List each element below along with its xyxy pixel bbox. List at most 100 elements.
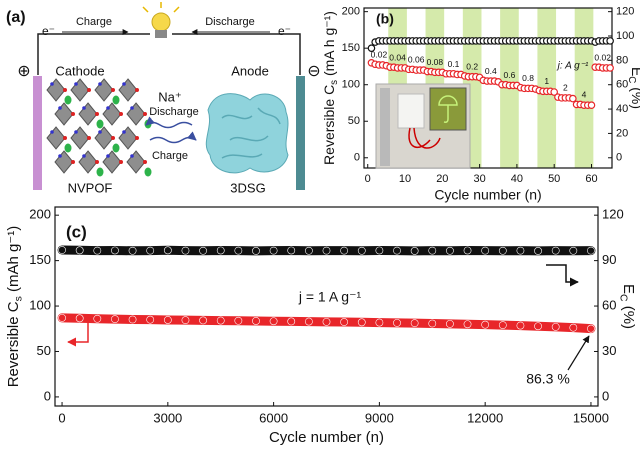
rate-band	[574, 8, 594, 168]
axis-label-sub: s	[329, 80, 340, 85]
positive-terminal: ⊕	[17, 63, 30, 80]
axis-label-sub: C	[626, 76, 637, 83]
data-point	[534, 247, 542, 255]
rate-label: 0.1	[448, 59, 460, 69]
electron-label: e⁻	[278, 24, 291, 38]
axis-label-sub: s	[12, 296, 24, 301]
x-tick-label: 0	[365, 173, 371, 185]
x-tick-label: 6000	[259, 410, 288, 425]
oxygen	[63, 88, 67, 92]
y-tick-label: 50	[37, 343, 51, 358]
octahedron	[118, 126, 138, 150]
oxygen	[95, 160, 99, 164]
data-point	[375, 246, 384, 255]
data-point	[304, 246, 313, 255]
x-tick-label: 15000	[573, 410, 609, 425]
data-point	[410, 319, 419, 328]
rate-label: 4	[582, 90, 587, 100]
oxygen	[135, 136, 139, 140]
data-point	[498, 321, 507, 330]
data-point	[569, 323, 578, 332]
annotation: 86.3 %	[526, 371, 570, 387]
y-tick-label: 150	[342, 42, 360, 54]
cathode-label: Cathode	[55, 63, 104, 78]
arrow	[149, 131, 197, 144]
bulb-base	[155, 30, 167, 38]
fluorine	[74, 82, 78, 86]
data-point	[75, 246, 84, 255]
data-point	[128, 246, 137, 255]
material-label: NVPOF	[68, 180, 113, 195]
fluorine	[106, 154, 110, 158]
data-point	[304, 317, 313, 326]
fluorine	[82, 154, 86, 158]
octahedron	[78, 102, 98, 126]
octahedron	[94, 126, 114, 150]
data-point	[252, 247, 260, 255]
anode-structure	[205, 93, 289, 174]
oxygen	[119, 160, 123, 164]
sodium	[112, 143, 120, 153]
plot-frame	[363, 7, 613, 169]
sodium	[112, 95, 120, 105]
x-tick-label: 10	[399, 173, 411, 185]
ruler	[380, 88, 390, 166]
cathode-collector	[33, 76, 42, 190]
y-tick-label: 0	[354, 152, 360, 164]
data-point	[287, 317, 296, 326]
x-tick-label: 40	[511, 173, 523, 185]
data-point	[446, 319, 454, 328]
y2-tick-label: 120	[616, 6, 634, 18]
y2-tick-label: 40	[616, 103, 628, 115]
data-point	[587, 324, 595, 333]
y-tick-label: 200	[29, 207, 51, 222]
octahedron	[46, 126, 66, 150]
data-point	[367, 44, 376, 52]
rate-label: 0.06	[408, 55, 425, 65]
fluorine	[74, 130, 78, 134]
rate-label: 2	[563, 83, 568, 93]
oxygen	[63, 136, 67, 140]
data-point	[393, 318, 401, 327]
octahedron	[54, 150, 74, 174]
fluorine	[98, 82, 102, 86]
ion-label: Na⁺	[158, 89, 181, 104]
anode-texture	[221, 107, 281, 159]
y-tick-label: 50	[348, 115, 360, 127]
wire	[37, 33, 301, 75]
data-point	[216, 316, 225, 325]
fluorine	[58, 106, 62, 110]
y2-tick-label: 60	[616, 79, 628, 91]
y-tick-label: 100	[342, 79, 360, 91]
panel-label: (a)	[6, 9, 26, 26]
fluorine	[130, 106, 134, 110]
axis-label: EC (%)	[618, 284, 637, 329]
discharge-label: Discharge	[205, 16, 255, 28]
axis-label-main: E	[629, 67, 640, 76]
x-tick-label: 50	[548, 173, 560, 185]
sodium	[144, 167, 152, 177]
data-point	[357, 246, 366, 255]
fluorine	[98, 130, 102, 134]
data-point	[216, 246, 225, 255]
data-point	[163, 246, 172, 255]
x-tick-label: 12000	[467, 410, 503, 425]
x-tick-label: 3000	[153, 410, 182, 425]
data-point	[269, 246, 278, 255]
discharge-label: Discharge	[149, 106, 199, 118]
axis-label-unit: (mA h g⁻¹)	[321, 11, 337, 80]
cathode-structure	[46, 78, 152, 177]
y2-tick-label: 60	[602, 297, 616, 312]
octahedron	[126, 102, 146, 126]
oxygen	[71, 112, 75, 116]
y2-tick-label: 120	[602, 207, 624, 222]
octahedron	[78, 150, 98, 174]
data-point	[410, 247, 419, 255]
axis-indicator	[67, 321, 100, 347]
data-point	[463, 246, 472, 255]
anode-label: Anode	[231, 63, 269, 78]
fluorine	[122, 130, 126, 134]
y2-tick-label: 0	[616, 152, 622, 164]
data-point	[181, 246, 190, 255]
schematic: (a) e⁻ e⁻ Charge Discharge ⊕ ⊖ Cathode A…	[6, 2, 321, 195]
